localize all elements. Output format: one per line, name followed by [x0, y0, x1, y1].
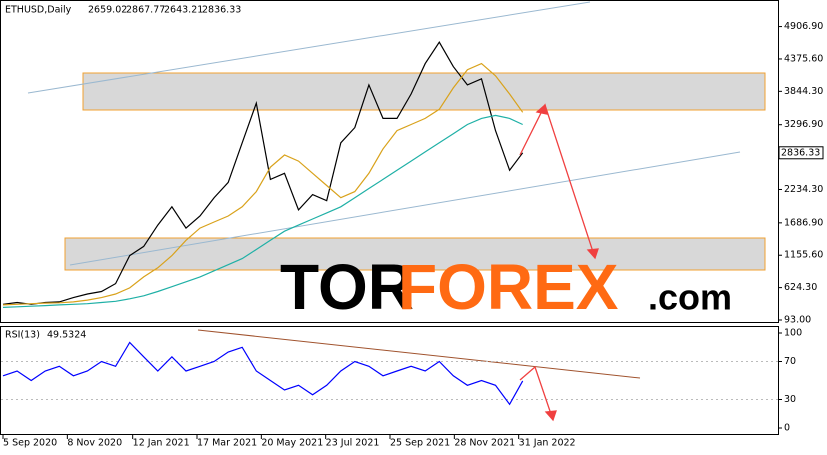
x-tick-label: 5 Sep 2020	[3, 438, 57, 449]
forecast-arrows	[519, 103, 599, 422]
y-tick-label: 0	[784, 423, 790, 434]
y-tick-label: 1686.90	[784, 217, 823, 228]
series-line	[2, 114, 523, 308]
channel-upper	[27, 1, 591, 94]
watermark-tor: TOR	[280, 251, 414, 323]
series-line	[2, 41, 524, 305]
x-tick-label: 20 May 2021	[261, 438, 323, 449]
y-tick-label: 70	[784, 356, 796, 367]
y-tick-label: 1155.60	[784, 250, 823, 261]
x-tick-label: 17 Mar 2021	[197, 438, 257, 449]
watermark-forex: FOREX	[398, 251, 619, 323]
y-tick-label: 3844.30	[784, 86, 823, 97]
x-tick-label: 25 Sep 2021	[390, 438, 450, 449]
ohlc-low: 2643.21	[164, 5, 203, 16]
ohlc-close: 2836.33	[202, 5, 241, 16]
x-tick-label: 12 Jan 2021	[133, 438, 190, 449]
x-tick-label: 8 Nov 2020	[67, 438, 122, 449]
rsi-title: RSI(13)	[5, 330, 40, 341]
series-line	[2, 341, 524, 406]
watermark: TOR FOREX .com	[280, 251, 732, 323]
series-line	[2, 62, 524, 306]
x-tick-label: 23 Jul 2021	[326, 438, 380, 449]
last-price-box	[778, 146, 824, 160]
symbol: ETHUSD,Daily	[5, 5, 72, 16]
y-tick-label: 93.00	[784, 315, 811, 326]
watermark-com: .com	[648, 277, 732, 318]
x-tick-label: 28 Nov 2021	[454, 438, 515, 449]
x-tick-label: 31 Jan 2022	[519, 438, 576, 449]
last-price-label: 2836.33	[781, 147, 820, 158]
y-tick-label: 4906.90	[784, 21, 823, 32]
rsi-panel	[0, 326, 779, 435]
ohlc-high: 2867.77	[126, 5, 165, 16]
y-tick-label: 624.30	[784, 282, 817, 293]
channel-lower	[69, 151, 741, 266]
y-tick-label: 30	[784, 394, 796, 405]
rsi-value: 49.5324	[47, 330, 86, 341]
y-tick-label: 4375.60	[784, 53, 823, 64]
y-tick-label: 100	[784, 328, 802, 339]
y-tick-label: 2234.30	[784, 184, 823, 195]
resistance-zone	[82, 72, 766, 111]
ohlc-open: 2659.02	[88, 5, 127, 16]
support-zone	[64, 237, 766, 271]
rsi-trendline	[197, 329, 641, 379]
y-tick-label: 3296.90	[784, 119, 823, 130]
